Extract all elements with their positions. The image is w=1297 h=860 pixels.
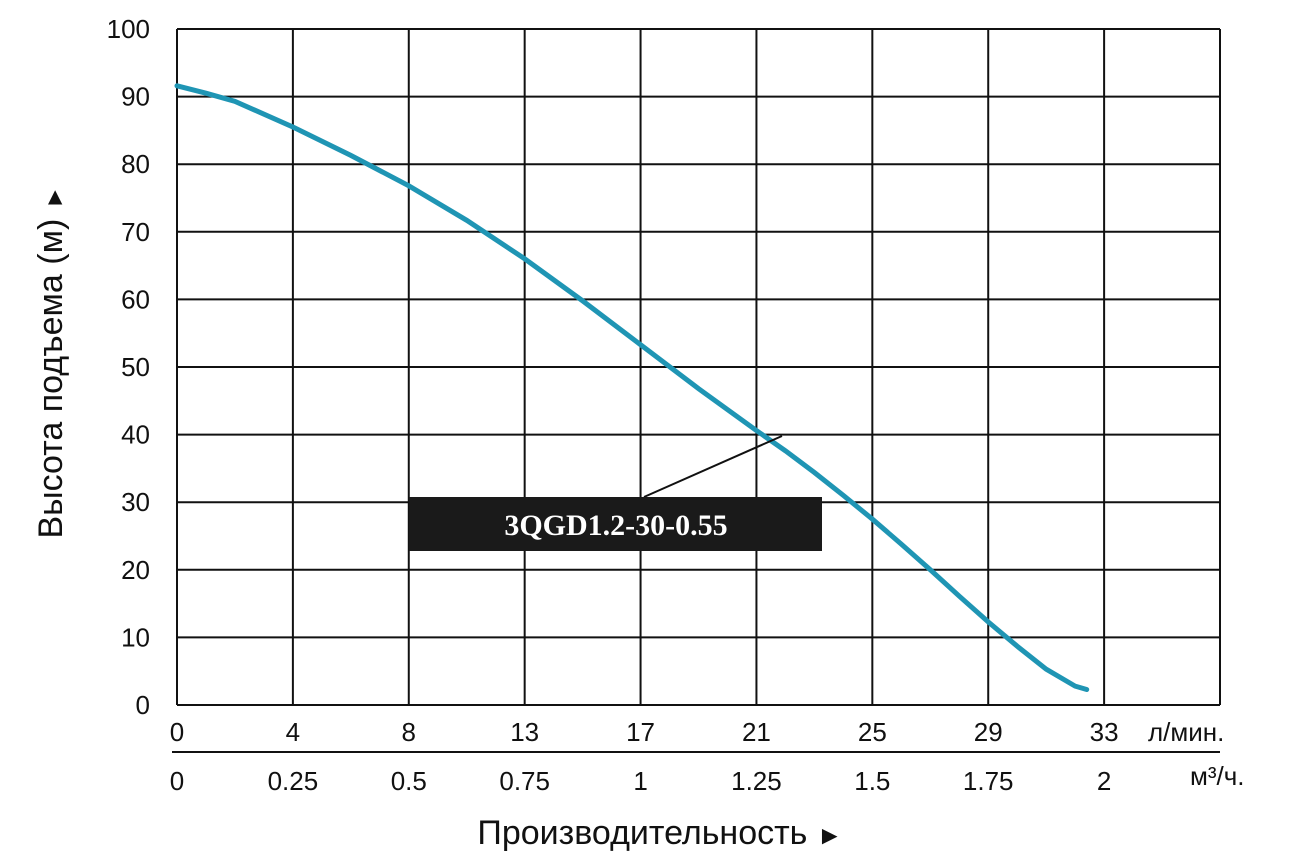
y-tick-label-7: 70 [121, 217, 150, 247]
series-line-3qgd [174, 83, 1090, 692]
y-tick-label-1: 10 [121, 622, 150, 652]
y-tick-label-4: 40 [121, 420, 150, 450]
x-unit-label: л/мин. [1148, 717, 1224, 747]
y-tick-label-10: 100 [107, 14, 150, 44]
y-tick-label-8: 80 [121, 149, 150, 179]
x-tick-label-6: 25 [858, 717, 887, 747]
secondary-x-unit-label: м³/ч. [1190, 761, 1245, 791]
y-axis-label: Высота подъема (м) ► [32, 186, 70, 539]
y-tick-label-3: 30 [121, 487, 150, 517]
annotation-box [409, 497, 822, 551]
y-tick-label-0: 0 [136, 690, 150, 720]
x-tick-label-5: 21 [742, 717, 771, 747]
annotation-label: 3QGD1.2-30-0.55 [504, 509, 727, 542]
secondary-x-tick-label-1: 0.25 [268, 766, 319, 796]
y-tick-label-6: 60 [121, 284, 150, 314]
secondary-x-tick-label-4: 1 [633, 766, 647, 796]
secondary-x-tick-label-8: 2 [1097, 766, 1111, 796]
x-tick-label-3: 13 [510, 717, 539, 747]
x-axis-ticks: 0 4 8 13 17 21 25 29 33 [170, 717, 1119, 747]
secondary-x-tick-label-2: 0.5 [391, 766, 427, 796]
x-axis-arrow: ► [817, 820, 843, 850]
x-tick-label-8: 33 [1090, 717, 1119, 747]
y-tick-label-5: 50 [121, 352, 150, 382]
annotation-leader-line [643, 435, 783, 498]
secondary-x-tick-label-6: 1.5 [854, 766, 890, 796]
grid [176, 28, 1221, 706]
secondary-x-tick-label-0: 0 [170, 766, 184, 796]
secondary-x-tick-label-3: 0.75 [499, 766, 550, 796]
x-tick-label-2: 8 [402, 717, 416, 747]
secondary-x-axis-ticks: 0 0.25 0.5 0.75 1 1.25 1.5 1.75 2 [170, 766, 1112, 796]
x-axis-label: Производительность ► [477, 814, 842, 852]
y-axis-ticks: 0 10 20 30 40 50 60 70 80 90 100 [107, 14, 150, 720]
x-axis-label-text: Производительность [477, 814, 807, 852]
x-tick-label-0: 0 [170, 717, 184, 747]
x-tick-label-7: 29 [974, 717, 1003, 747]
y-axis-arrow: ► [41, 186, 68, 210]
x-tick-label-4: 17 [626, 717, 655, 747]
secondary-x-tick-label-7: 1.75 [963, 766, 1014, 796]
y-axis-label-text: Высота подъема (м) [32, 219, 70, 539]
y-tick-label-9: 90 [121, 82, 150, 112]
secondary-x-tick-label-5: 1.25 [731, 766, 782, 796]
y-tick-label-2: 20 [121, 555, 150, 585]
x-tick-label-1: 4 [286, 717, 300, 747]
